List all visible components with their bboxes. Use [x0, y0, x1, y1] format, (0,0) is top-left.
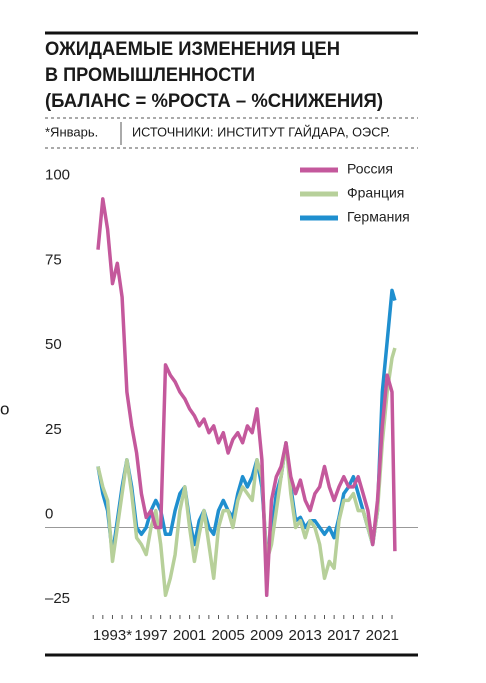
x-tick-label: 1997	[134, 627, 167, 644]
x-tick-label: 2005	[211, 627, 244, 644]
y-tick-label: 25	[45, 421, 62, 438]
x-tick-label: 1993*	[93, 627, 132, 644]
footnote: *Январь.	[45, 124, 98, 139]
x-tick-label: 2021	[366, 627, 399, 644]
legend-label: Германия	[347, 209, 410, 225]
x-tick-label: 2017	[327, 627, 360, 644]
series-line	[96, 197, 397, 598]
x-tick-label: 2001	[173, 627, 206, 644]
y-tick-label: 50	[45, 336, 62, 353]
y-tick-label: 0	[45, 505, 53, 522]
source: ИСТОЧНИКИ: ИНСТИТУТ ГАЙДАРА, ОЭСР.	[132, 124, 390, 139]
x-tick-label: 2009	[250, 627, 283, 644]
series-line	[96, 288, 397, 557]
chart-title: ОЖИДАЕМЫЕ ИЗМЕНЕНИЯ ЦЕН	[45, 39, 340, 60]
y-tick-label: 75	[45, 251, 62, 268]
legend-label: Франция	[347, 185, 404, 201]
chart-title: (БАЛАНС = %РОСТА – %СНИЖЕНИЯ)	[45, 91, 383, 112]
series-line	[96, 347, 397, 598]
x-tick-label: 2013	[289, 627, 322, 644]
legend-label: Россия	[347, 161, 393, 177]
stray-text: о	[0, 399, 9, 418]
y-tick-label: 100	[45, 167, 70, 184]
y-tick-label: –25	[45, 590, 70, 607]
chart-title: В ПРОМЫШЛЕННОСТИ	[45, 65, 255, 86]
